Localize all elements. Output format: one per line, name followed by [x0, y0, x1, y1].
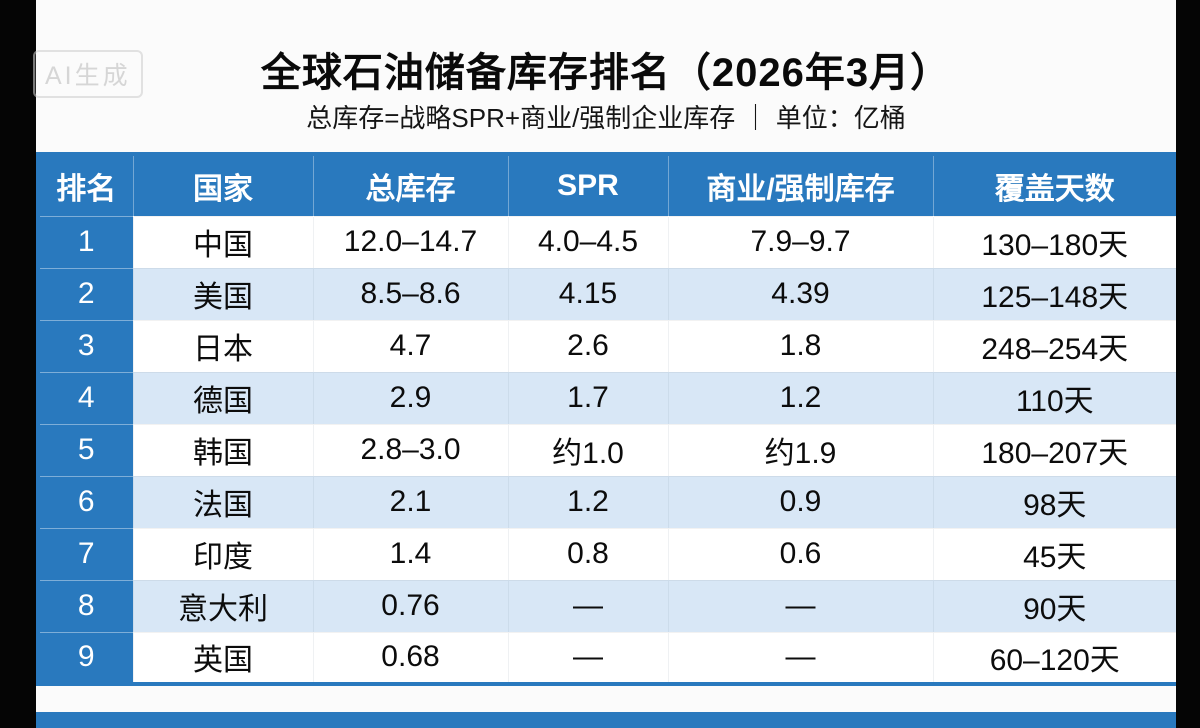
page: AI生成 全球石油储备库存排名（2026年3月） 总库存=战略SPR+商业/强制…: [33, 0, 1180, 728]
data-cell: 约1.0: [507, 423, 668, 476]
bottom-blue-bar: [36, 712, 1176, 728]
data-cell: 法国: [132, 475, 313, 528]
table-row: 1 中国 12.0–14.7 4.0–4.5 7.9–9.7 130–180天: [38, 215, 1178, 268]
column-header-0: 排名: [38, 154, 133, 216]
data-cell: 4.0–4.5: [507, 215, 668, 268]
table-row: 7 印度 1.4 0.8 0.6 45天: [38, 527, 1178, 580]
table-row: 2 美国 8.5–8.6 4.15 4.39 125–148天: [38, 267, 1178, 320]
data-cell: 中国: [132, 215, 313, 268]
table-header: 排名 国家 总库存 SPR 商业/强制库存 覆盖天数: [38, 154, 1178, 216]
data-cell: 2.6: [507, 319, 668, 372]
table-row: 4 德国 2.9 1.7 1.2 110天: [38, 371, 1178, 424]
data-cell: 1.2: [667, 371, 933, 424]
data-cell: —: [507, 631, 668, 684]
rank-cell: 2: [38, 267, 133, 320]
data-cell: —: [667, 631, 933, 684]
data-cell: 1.2: [507, 475, 668, 528]
data-cell: 英国: [132, 631, 313, 684]
data-cell: —: [667, 579, 933, 632]
data-cell: 美国: [132, 267, 313, 320]
table-body: 1 中国 12.0–14.7 4.0–4.5 7.9–9.7 130–180天 2 美国 8.5…: [38, 215, 1178, 684]
rank-cell: 8: [38, 579, 133, 632]
rank-cell: 4: [38, 371, 133, 424]
data-cell: 0.76: [312, 579, 508, 632]
page-title: 全球石油储备库存排名（2026年3月）: [260, 51, 952, 95]
data-cell: 248–254天: [932, 319, 1178, 372]
data-cell: 日本: [132, 319, 313, 372]
data-cell: 180–207天: [932, 423, 1178, 476]
rank-cell: 5: [38, 423, 133, 476]
table-row: 8 意大利 0.76— —90天: [38, 579, 1178, 632]
rank-cell: 7: [38, 527, 133, 580]
column-header-4: 商业/强制库存: [667, 154, 933, 216]
data-cell: 印度: [132, 527, 313, 580]
data-cell: 12.0–14.7: [312, 215, 508, 268]
data-cell: 110天: [932, 371, 1178, 424]
data-cell: 4.7: [312, 319, 508, 372]
left-black-bar: [0, 0, 36, 728]
table-row: 9 英国 0.68— —60–120天: [38, 631, 1178, 684]
data-cell: 韩国: [132, 423, 313, 476]
ai-generated-watermark: AI生成: [33, 50, 143, 98]
data-cell: —: [507, 579, 668, 632]
data-cell: 130–180天: [932, 215, 1178, 268]
page-subtitle: 总库存=战略SPR+商业/强制企业库存 ｜ 单位：亿桶: [306, 103, 906, 133]
table-row: 3 日本 4.7 2.6 1.8 248–254天: [38, 319, 1178, 372]
column-header-1: 国家: [132, 154, 313, 216]
right-black-bar: [1176, 0, 1200, 728]
data-cell: 0.9: [667, 475, 933, 528]
data-cell: 45天: [932, 527, 1178, 580]
data-cell: 90天: [932, 579, 1178, 632]
data-cell: 1.8: [667, 319, 933, 372]
data-cell: 98天: [932, 475, 1178, 528]
data-cell: 4.39: [667, 267, 933, 320]
table-row: 5 韩国 2.8–3.0 约1.0 约1.9 180–207天: [38, 423, 1178, 476]
data-cell: 2.9: [312, 371, 508, 424]
data-cell: 意大利: [132, 579, 313, 632]
table-row: 6 法国 2.1 1.2 0.9 98天: [38, 475, 1178, 528]
rank-cell: 1: [38, 215, 133, 268]
column-header-5: 覆盖天数: [932, 154, 1178, 216]
oil-reserves-table: 排名 国家 总库存 SPR 商业/强制库存 覆盖天数 1 中国 12.0–14.7 4.0–4.…: [36, 152, 1180, 686]
table-header-row: 排名 国家 总库存 SPR 商业/强制库存 覆盖天数: [38, 154, 1178, 216]
data-cell: 0.68: [312, 631, 508, 684]
data-cell: 0.6: [667, 527, 933, 580]
data-cell: 8.5–8.6: [312, 267, 508, 320]
oil-reserves-table-container: 排名 国家 总库存 SPR 商业/强制库存 覆盖天数 1 中国 12.0–14.7 4.0–4.…: [36, 152, 1180, 686]
data-cell: 约1.9: [667, 423, 933, 476]
data-cell: 7.9–9.7: [667, 215, 933, 268]
rank-cell: 3: [38, 319, 133, 372]
data-cell: 2.1: [312, 475, 508, 528]
data-cell: 60–120天: [932, 631, 1178, 684]
data-cell: 1.4: [312, 527, 508, 580]
data-cell: 1.7: [507, 371, 668, 424]
data-cell: 德国: [132, 371, 313, 424]
data-cell: 4.15: [507, 267, 668, 320]
rank-cell: 9: [38, 631, 133, 684]
data-cell: 125–148天: [932, 267, 1178, 320]
data-cell: 2.8–3.0: [312, 423, 508, 476]
column-header-2: 总库存: [312, 154, 508, 216]
rank-cell: 6: [38, 475, 133, 528]
data-cell: 0.8: [507, 527, 668, 580]
column-header-3: SPR: [507, 154, 668, 216]
